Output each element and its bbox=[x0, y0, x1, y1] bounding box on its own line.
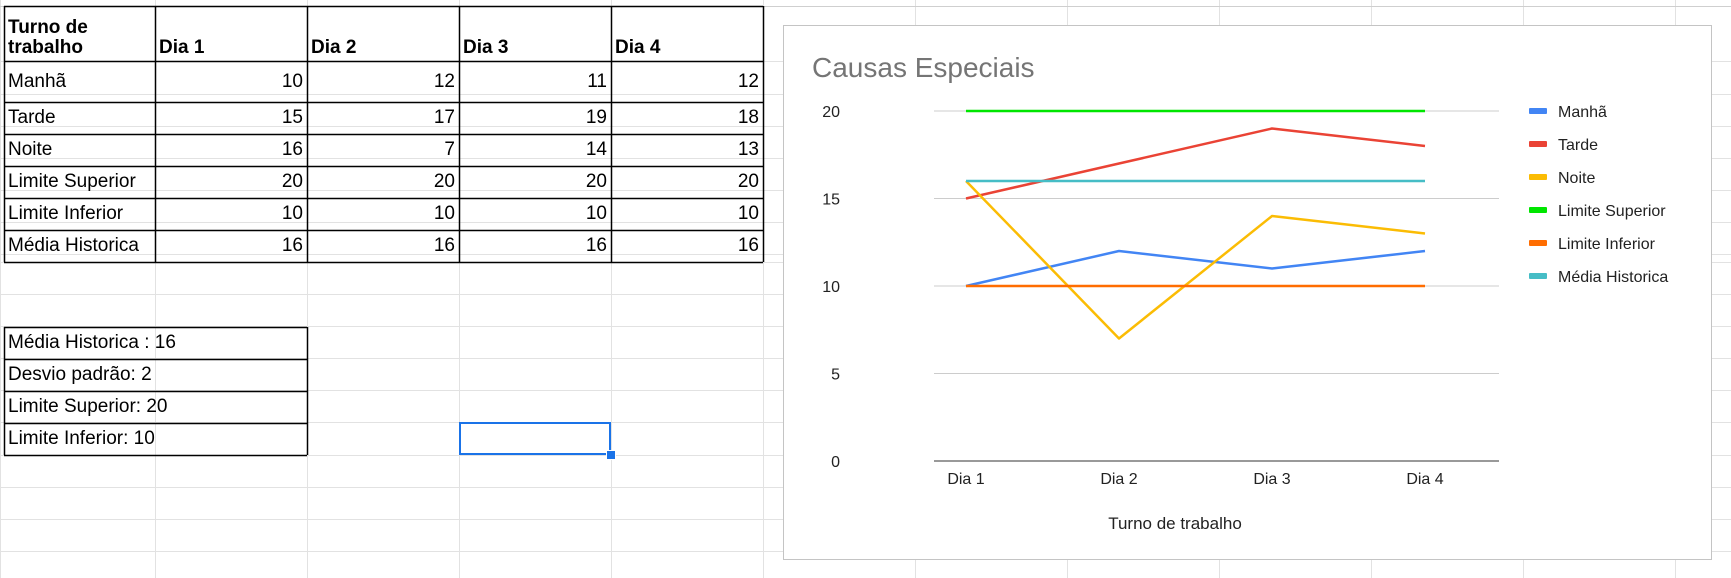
stats-cell[interactable]: Limite Superior: 20 bbox=[8, 396, 168, 418]
value-cell[interactable]: 16 bbox=[737, 235, 759, 257]
selected-cell[interactable] bbox=[459, 422, 611, 455]
y-tick-label: 20 bbox=[822, 104, 840, 121]
legend-swatch bbox=[1529, 174, 1547, 180]
value-cell[interactable]: 19 bbox=[585, 107, 607, 129]
value-cell[interactable]: 20 bbox=[737, 171, 759, 193]
selection-fill-handle[interactable] bbox=[606, 450, 616, 460]
row-label-cell[interactable]: Média Historica bbox=[8, 235, 139, 257]
header-cell[interactable]: Turno de trabalho bbox=[8, 17, 88, 59]
legend-label: Média Historica bbox=[1558, 269, 1668, 286]
value-cell[interactable]: 16 bbox=[433, 235, 455, 257]
header-cell[interactable]: Dia 2 bbox=[311, 37, 357, 59]
header-cell[interactable]: Dia 3 bbox=[463, 37, 509, 59]
y-tick-label: 15 bbox=[822, 192, 840, 209]
y-tick-label: 5 bbox=[831, 367, 840, 384]
series-line[interactable] bbox=[965, 249, 1426, 288]
legend-swatch bbox=[1529, 240, 1547, 246]
value-cell[interactable]: 7 bbox=[444, 139, 455, 161]
value-cell[interactable]: 15 bbox=[281, 107, 303, 129]
value-cell[interactable]: 10 bbox=[433, 203, 455, 225]
series-line[interactable] bbox=[965, 180, 1426, 340]
chart-frame[interactable]: Causas Especiais 0 5 10 15 20 Dia 1 Dia 2 Dia … bbox=[783, 25, 1712, 560]
legend-swatch bbox=[1529, 108, 1547, 114]
row-label-cell[interactable]: Limite Inferior bbox=[8, 203, 124, 225]
header-cell[interactable]: Dia 1 bbox=[159, 37, 205, 59]
row-label-cell[interactable]: Manhã bbox=[8, 70, 67, 92]
x-tick-label: Dia 4 bbox=[1406, 471, 1443, 488]
value-cell[interactable]: 10 bbox=[737, 203, 759, 225]
value-cell[interactable]: 16 bbox=[585, 235, 607, 257]
x-axis-title: Turno de trabalho bbox=[1108, 514, 1242, 533]
legend-swatch bbox=[1529, 141, 1547, 147]
series-line[interactable] bbox=[965, 127, 1426, 200]
x-axis-ticks: Dia 1 Dia 2 Dia 3 Dia 4 bbox=[947, 471, 1443, 488]
legend-swatch bbox=[1529, 273, 1547, 279]
legend-label: Tarde bbox=[1558, 137, 1598, 154]
y-tick-label: 10 bbox=[822, 279, 840, 296]
row-label-cell[interactable]: Noite bbox=[8, 139, 53, 161]
value-cell[interactable]: 17 bbox=[433, 107, 455, 129]
chart-legend: Manhã Tarde Noite Limite Superior Limite Inf… bbox=[1529, 104, 1668, 286]
header-cell[interactable]: Dia 4 bbox=[615, 37, 661, 59]
value-cell[interactable]: 20 bbox=[281, 171, 303, 193]
value-cell[interactable]: 12 bbox=[737, 70, 759, 92]
stats-cell[interactable]: Média Historica : 16 bbox=[8, 332, 176, 354]
y-tick-label: 0 bbox=[831, 454, 840, 471]
legend-label: Noite bbox=[1558, 170, 1595, 187]
value-cell[interactable]: 20 bbox=[433, 171, 455, 193]
chart-series-lines bbox=[965, 109, 1426, 340]
value-cell[interactable]: 16 bbox=[281, 235, 303, 257]
row-label-cell[interactable]: Tarde bbox=[8, 107, 56, 129]
value-cell[interactable]: 13 bbox=[737, 139, 759, 161]
value-cell[interactable]: 10 bbox=[585, 203, 607, 225]
x-tick-label: Dia 1 bbox=[947, 471, 984, 488]
x-tick-label: Dia 2 bbox=[1100, 471, 1137, 488]
row-label-cell[interactable]: Limite Superior bbox=[8, 171, 136, 193]
value-cell[interactable]: 12 bbox=[433, 70, 455, 92]
value-cell[interactable]: 10 bbox=[281, 70, 303, 92]
legend-swatch bbox=[1529, 207, 1547, 213]
legend-label: Limite Superior bbox=[1558, 203, 1666, 220]
chart-title: Causas Especiais bbox=[812, 52, 1035, 83]
legend-label: Limite Inferior bbox=[1558, 236, 1656, 253]
value-cell[interactable]: 16 bbox=[281, 139, 303, 161]
value-cell[interactable]: 10 bbox=[281, 203, 303, 225]
value-cell[interactable]: 18 bbox=[737, 107, 759, 129]
stats-cell[interactable]: Desvio padrão: 2 bbox=[8, 364, 152, 386]
legend-label: Manhã bbox=[1558, 104, 1607, 121]
y-axis-ticks: 0 5 10 15 20 bbox=[822, 104, 840, 471]
stats-cell[interactable]: Limite Inferior: 10 bbox=[8, 428, 155, 450]
value-cell[interactable]: 14 bbox=[585, 139, 607, 161]
x-tick-label: Dia 3 bbox=[1253, 471, 1290, 488]
value-cell[interactable]: 20 bbox=[585, 171, 607, 193]
value-cell[interactable]: 11 bbox=[587, 70, 607, 92]
